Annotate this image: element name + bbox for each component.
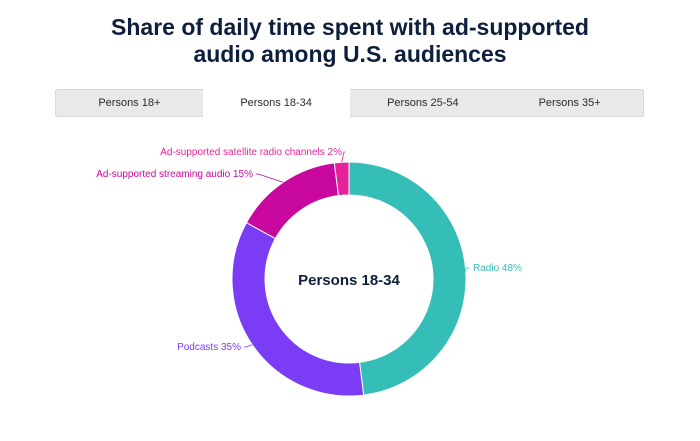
tab-persons-18-plus[interactable]: Persons 18+ [98, 97, 161, 109]
tab-persons-18-34[interactable]: Persons 18-34 [202, 88, 350, 118]
donut-slice-ad-supported-satellite-radio-channels[interactable] [333, 161, 350, 197]
donut-slice-radio[interactable] [348, 161, 467, 396]
chart-title-line-2: audio among U.S. audiences [193, 41, 507, 67]
donut-slice-ad-supported-streaming-audio[interactable] [245, 162, 340, 240]
leader-line [341, 151, 345, 163]
tab-persons-25-54[interactable]: Persons 25-54 [387, 97, 459, 109]
donut-center-label: Persons 18-34 [298, 272, 400, 289]
data-label: Ad-supported streaming audio 15% [96, 169, 253, 180]
data-label: Ad-supported satellite radio channels 2% [160, 147, 342, 158]
leader-line [465, 267, 469, 272]
data-label: Podcasts 35% [177, 342, 241, 353]
leader-line [244, 344, 253, 348]
chart-title-line-1: Share of daily time spent with ad-suppor… [111, 14, 589, 40]
tab-persons-35-plus[interactable]: Persons 35+ [538, 97, 601, 109]
chart-title: Share of daily time spent with ad-suppor… [0, 14, 700, 68]
audience-tabs: Persons 18+ Persons 18-34 Persons 25-54 … [55, 88, 644, 118]
donut-slice-podcasts[interactable] [231, 221, 365, 397]
data-label: Radio 48% [473, 263, 522, 274]
leader-line [256, 173, 284, 183]
